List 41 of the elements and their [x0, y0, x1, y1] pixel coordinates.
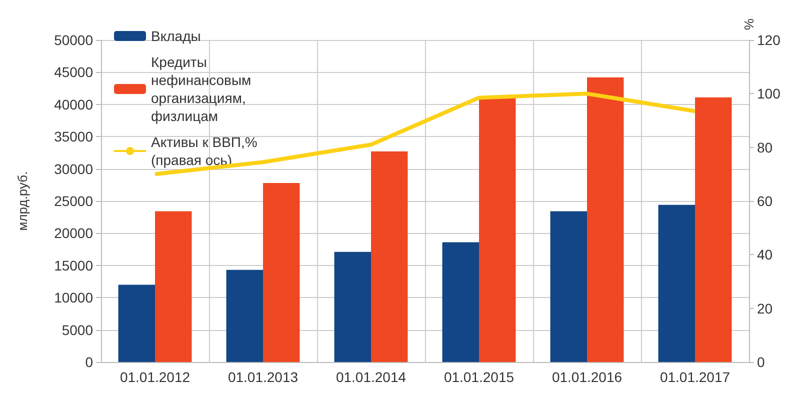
y-tick-label: 30000: [54, 160, 94, 177]
bar: [226, 270, 263, 362]
x-tick-label: 01.01.2017: [660, 369, 730, 385]
bar: [118, 284, 155, 362]
x-tick-label: 01.01.2015: [444, 369, 514, 385]
y2-tick-label: 0: [757, 354, 765, 370]
y2-tick-label: 120: [757, 32, 781, 48]
y-tick-label: 40000: [54, 96, 94, 112]
bar: [263, 182, 300, 362]
y2-tick-label: 40: [757, 246, 773, 263]
x-tick-label: 01.01.2016: [552, 369, 622, 385]
y-axis-title: млрд.руб.: [15, 171, 30, 231]
y2-axis-title: %: [742, 18, 756, 31]
y-tick-label: 5000: [62, 322, 94, 338]
y-tick-label: 50000: [54, 32, 94, 48]
y2-tick-label: 20: [757, 300, 773, 316]
bar: [695, 97, 732, 362]
bar: [658, 204, 695, 362]
bar: [371, 151, 408, 362]
line-series: [153, 92, 697, 176]
bar: [155, 211, 192, 362]
bar: [442, 242, 479, 362]
x-tick-label: 01.01.2014: [336, 369, 406, 385]
bar: [550, 211, 587, 362]
y-tick-label: 20000: [54, 225, 94, 242]
y2-tick-label: 60: [757, 193, 773, 209]
y-tick-label: 10000: [54, 290, 94, 306]
y-tick-label: 0: [85, 354, 94, 370]
bar: [587, 77, 624, 362]
x-tick-label: 01.01.2013: [228, 369, 298, 385]
bar: [479, 98, 516, 362]
y-tick-label: 25000: [54, 193, 94, 209]
y2-tick-label: 80: [757, 139, 773, 156]
x-tick-label: 01.01.2012: [120, 369, 190, 385]
legend-label: Кредиты нефинансовым организациям, физлицам: [151, 54, 256, 124]
y2-tick-label: 100: [757, 86, 781, 102]
y-tick-label: 45000: [54, 64, 94, 80]
bar: [334, 252, 371, 362]
y-tick-label: 35000: [54, 128, 94, 145]
legend-label: Вклады: [151, 28, 201, 44]
y-tick-label: 15000: [54, 257, 94, 274]
